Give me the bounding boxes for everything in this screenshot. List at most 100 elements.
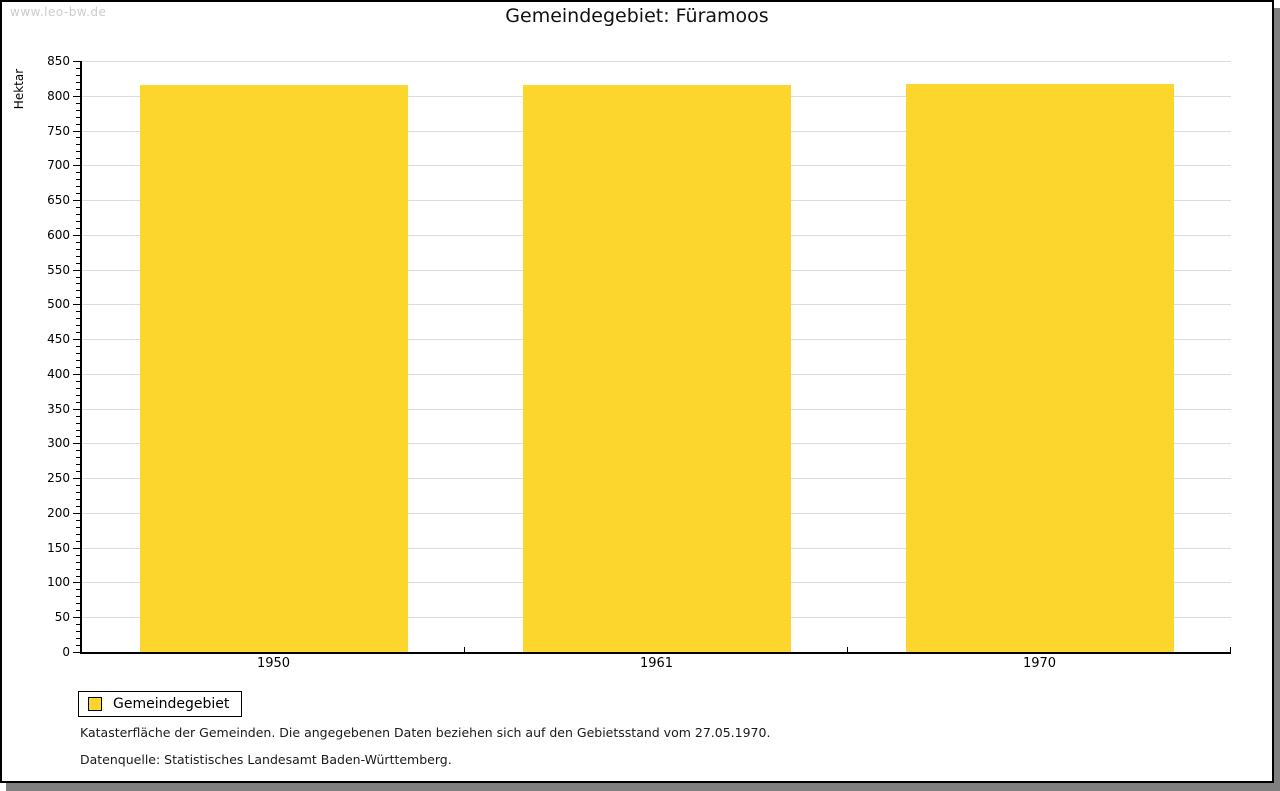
y-minor-tick xyxy=(76,241,80,243)
y-tick-label: 750 xyxy=(47,123,70,138)
y-minor-tick xyxy=(76,137,80,139)
y-major-tick xyxy=(73,269,80,271)
y-minor-tick xyxy=(76,450,80,452)
x-boundary-tick xyxy=(464,647,465,652)
y-minor-tick xyxy=(76,179,80,181)
y-minor-tick xyxy=(76,353,80,355)
y-major-tick xyxy=(73,339,80,341)
x-category-label-1950: 1950 xyxy=(256,656,291,671)
y-minor-tick xyxy=(76,116,80,118)
y-minor-tick xyxy=(76,394,80,396)
y-minor-tick xyxy=(76,74,80,76)
y-minor-tick xyxy=(76,505,80,507)
y-minor-tick xyxy=(76,311,80,313)
y-tick-label: 150 xyxy=(47,540,70,555)
y-major-tick xyxy=(73,408,80,410)
y-minor-tick xyxy=(76,631,80,633)
y-minor-tick xyxy=(76,144,80,146)
y-minor-tick xyxy=(76,436,80,438)
watermark: www.leo-bw.de xyxy=(10,5,107,19)
legend-label: Gemeindegebiet xyxy=(113,696,230,712)
footnote-datasource: Datenquelle: Statistisches Landesamt Bad… xyxy=(80,752,452,767)
y-minor-tick xyxy=(76,624,80,626)
y-minor-tick xyxy=(76,102,80,104)
chart-title: Gemeindegebiet: Füramoos xyxy=(505,5,769,27)
y-minor-tick xyxy=(76,276,80,278)
y-tick-label: 550 xyxy=(47,262,70,277)
y-tick-label: 400 xyxy=(47,366,70,381)
legend: Gemeindegebiet xyxy=(78,691,243,717)
y-minor-tick xyxy=(76,186,80,188)
y-minor-tick xyxy=(76,401,80,403)
y-minor-tick xyxy=(76,172,80,174)
y-minor-tick xyxy=(76,568,80,570)
y-minor-tick xyxy=(76,67,80,69)
bar-1961 xyxy=(522,84,791,652)
x-boundary-tick xyxy=(847,647,848,652)
y-tick-label: 100 xyxy=(47,575,70,590)
y-major-tick xyxy=(73,373,80,375)
y-major-tick xyxy=(73,512,80,514)
y-major-tick xyxy=(73,582,80,584)
bar-1970 xyxy=(905,83,1174,652)
y-minor-tick xyxy=(76,158,80,160)
y-minor-tick xyxy=(76,220,80,222)
y-tick-label: 500 xyxy=(47,297,70,312)
y-minor-tick xyxy=(76,227,80,229)
y-tick-label: 200 xyxy=(47,505,70,520)
y-major-tick xyxy=(73,443,80,445)
y-major-tick xyxy=(73,95,80,97)
y-minor-tick xyxy=(76,380,80,382)
y-minor-tick xyxy=(76,533,80,535)
y-tick-label: 650 xyxy=(47,193,70,208)
y-minor-tick xyxy=(76,262,80,264)
y-minor-tick xyxy=(76,81,80,83)
y-tick-label: 50 xyxy=(54,610,70,625)
y-minor-tick xyxy=(76,359,80,361)
y-minor-tick xyxy=(76,596,80,598)
y-tick-label: 350 xyxy=(47,401,70,416)
y-minor-tick xyxy=(76,540,80,542)
bar-1950 xyxy=(139,85,408,652)
y-minor-tick xyxy=(76,645,80,647)
y-minor-tick xyxy=(76,561,80,563)
y-minor-tick xyxy=(76,485,80,487)
x-category-label-1961: 1961 xyxy=(639,656,674,671)
y-major-tick xyxy=(73,165,80,167)
y-minor-tick xyxy=(76,387,80,389)
y-axis-line xyxy=(80,61,82,654)
y-minor-tick xyxy=(76,638,80,640)
footnote-description: Katasterfläche der Gemeinden. Die angege… xyxy=(80,725,771,740)
y-minor-tick xyxy=(76,346,80,348)
y-minor-tick xyxy=(76,554,80,556)
y-major-tick xyxy=(73,478,80,480)
y-minor-tick xyxy=(76,366,80,368)
x-boundary-tick xyxy=(1230,647,1231,652)
y-minor-tick xyxy=(76,290,80,292)
x-category-label-1970: 1970 xyxy=(1022,656,1057,671)
y-major-tick xyxy=(73,617,80,619)
y-minor-tick xyxy=(76,526,80,528)
gridline-850 xyxy=(82,61,1231,62)
y-minor-tick xyxy=(76,109,80,111)
y-minor-tick xyxy=(76,471,80,473)
y-tick-label: 600 xyxy=(47,227,70,242)
y-minor-tick xyxy=(76,603,80,605)
y-tick-label: 300 xyxy=(47,436,70,451)
y-tick-label: 450 xyxy=(47,332,70,347)
y-minor-tick xyxy=(76,457,80,459)
y-minor-tick xyxy=(76,297,80,299)
y-minor-tick xyxy=(76,415,80,417)
y-tick-label: 0 xyxy=(62,645,70,659)
y-major-tick xyxy=(73,652,80,653)
y-minor-tick xyxy=(76,213,80,215)
y-minor-tick xyxy=(76,422,80,424)
y-tick-label: 700 xyxy=(47,158,70,173)
y-minor-tick xyxy=(76,123,80,125)
y-minor-tick xyxy=(76,610,80,612)
y-tick-label: 850 xyxy=(47,54,70,68)
y-minor-tick xyxy=(76,193,80,195)
y-minor-tick xyxy=(76,255,80,257)
y-minor-tick xyxy=(76,499,80,501)
